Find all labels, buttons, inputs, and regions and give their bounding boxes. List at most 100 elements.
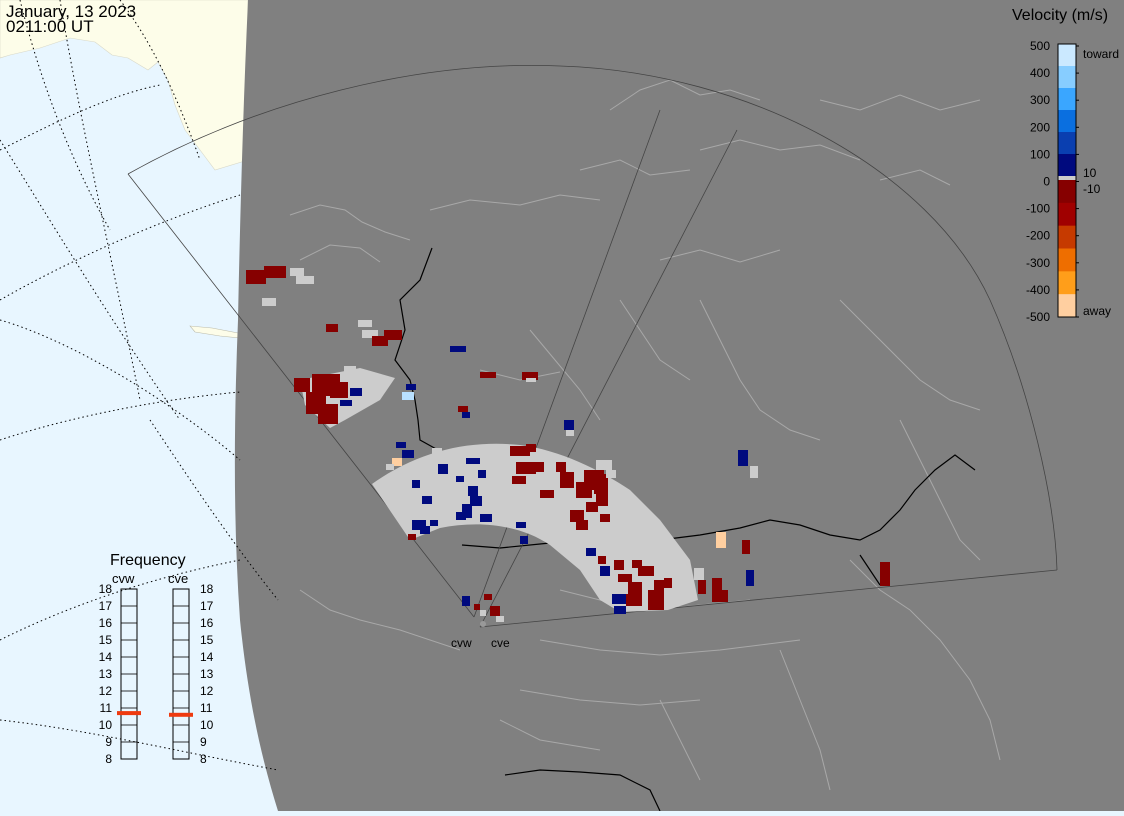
- backscatter-cell: [626, 594, 642, 606]
- legend-tick-label: 400: [1030, 66, 1050, 80]
- backscatter-cell: [694, 568, 704, 580]
- backscatter-cell: [406, 384, 416, 390]
- backscatter-cell: [600, 566, 610, 576]
- frequency-radar-cvw-label: cvw: [112, 571, 135, 586]
- backscatter-cell: [462, 412, 470, 418]
- backscatter-cell: [458, 406, 468, 412]
- backscatter-cell: [402, 392, 414, 400]
- legend-tick-label: 500: [1030, 39, 1050, 53]
- backscatter-cell: [470, 496, 482, 506]
- legend-toward-label: toward: [1083, 47, 1119, 61]
- backscatter-cell: [598, 556, 606, 564]
- backscatter-cell: [712, 578, 722, 602]
- backscatter-cell: [372, 336, 388, 346]
- backscatter-cell: [430, 520, 438, 526]
- backscatter-cell: [530, 462, 544, 472]
- legend-swatch-toward-5: [1058, 154, 1076, 177]
- backscatter-cell: [496, 616, 504, 622]
- radar-site-cve-label: cve: [491, 636, 510, 650]
- backscatter-cell: [560, 472, 574, 488]
- backscatter-cell: [520, 536, 528, 544]
- backscatter-cell: [422, 496, 432, 504]
- frequency-scale-label-cve: 10: [200, 718, 214, 732]
- backscatter-cell: [738, 450, 748, 466]
- backscatter-cell: [632, 560, 642, 568]
- backscatter-cell: [474, 604, 480, 610]
- backscatter-cell: [526, 378, 536, 382]
- time-label: 0211:00 UT: [6, 17, 94, 36]
- backscatter-cell: [510, 446, 530, 456]
- frequency-scale-label-cve: 12: [200, 684, 214, 698]
- backscatter-cell: [480, 610, 486, 616]
- backscatter-cell: [340, 400, 352, 406]
- legend-tick-label: -400: [1026, 283, 1050, 297]
- backscatter-cell: [564, 420, 574, 430]
- backscatter-cell: [484, 594, 492, 600]
- backscatter-cell: [344, 366, 356, 372]
- legend-swatch-away-5: [1058, 294, 1076, 318]
- legend-swatch-away-2: [1058, 225, 1076, 249]
- backscatter-cell: [264, 266, 286, 278]
- backscatter-cell: [606, 470, 616, 478]
- backscatter-cell: [408, 534, 416, 540]
- frequency-scale-label-cvw: 16: [99, 616, 113, 630]
- legend-tick-labels: 500 400 300 200 100 0 -100 -200 -300 -400 -500: [1026, 39, 1079, 324]
- backscatter-cell: [596, 490, 608, 506]
- legend-tick-label: 300: [1030, 93, 1050, 107]
- frequency-panel: Frequency cvw cve 18 18 17 17 16 16 15 15 14 14 13…: [99, 552, 214, 766]
- backscatter-cell: [570, 510, 584, 522]
- frequency-scale-label-cvw: 15: [99, 633, 113, 647]
- backscatter-cell: [480, 372, 496, 378]
- legend-title: Velocity (m/s): [1012, 7, 1108, 24]
- date-label: January, 13 2023: [6, 2, 137, 21]
- backscatter-cell: [716, 532, 726, 548]
- frequency-marker-cve: [169, 712, 193, 717]
- legend-swatch-toward-3: [1058, 110, 1076, 133]
- backscatter-cell: [462, 504, 472, 518]
- backscatter-cell: [586, 548, 596, 556]
- backscatter-cell: [438, 464, 448, 474]
- backscatter-cell: [456, 476, 464, 482]
- frequency-radar-cve-label: cve: [168, 571, 188, 586]
- backscatter-cell: [614, 606, 626, 614]
- backscatter-cell: [664, 578, 672, 588]
- legend-bar-frame: [1057, 43, 1077, 318]
- velocity-legend: Velocity (m/s) 500 400 300 200 100 0 -100 -200 -…: [1012, 7, 1119, 324]
- radar-site-cvw-marker: [480, 621, 486, 627]
- frequency-marker-cvw: [117, 711, 141, 716]
- backscatter-cell: [462, 596, 470, 606]
- backscatter-cell: [396, 442, 406, 448]
- backscatter-cell: [326, 324, 338, 332]
- frequency-scale-label-cvw: 8: [105, 752, 112, 766]
- legend-swatch-ground: [1058, 176, 1076, 180]
- backscatter-cell: [318, 404, 338, 424]
- backscatter-cell: [720, 590, 728, 602]
- backscatter-cell: [330, 382, 348, 398]
- legend-tick-label: -100: [1026, 202, 1050, 216]
- backscatter-cell: [516, 522, 526, 528]
- frequency-scale-label-cve: 13: [200, 667, 214, 681]
- backscatter-cell: [432, 448, 442, 454]
- alaska-land: [0, 0, 249, 171]
- frequency-scale-label-cvw: 18: [99, 582, 113, 596]
- frequency-scale-label-cve: 9: [200, 735, 207, 749]
- backscatter-cell: [296, 276, 314, 284]
- backscatter-cell: [294, 378, 310, 392]
- legend-swatch-away-4: [1058, 271, 1076, 295]
- backscatter-cell: [614, 560, 624, 570]
- backscatter-cells: [246, 266, 890, 622]
- frequency-scale-label-cve: 18: [200, 582, 214, 596]
- legend-tick-label: -500: [1026, 310, 1050, 324]
- backscatter-cell: [622, 546, 628, 552]
- backscatter-cell: [556, 462, 566, 472]
- frequency-scale-label-cve: 14: [200, 650, 214, 664]
- frequency-scale-label-cve: 16: [200, 616, 214, 630]
- backscatter-cell: [600, 514, 610, 522]
- backscatter-cell: [466, 458, 480, 464]
- backscatter-cell: [742, 540, 750, 554]
- backscatter-cell: [384, 330, 402, 340]
- field-of-view: [127, 65, 1058, 628]
- backscatter-cell: [750, 466, 758, 478]
- backscatter-cell: [648, 590, 664, 610]
